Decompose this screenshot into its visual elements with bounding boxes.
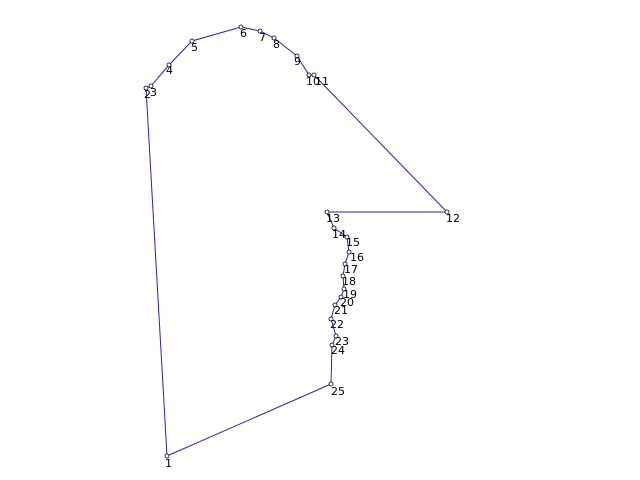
vertex-marker (189, 38, 195, 44)
vertex-marker (332, 302, 338, 308)
vertex-marker (331, 225, 337, 231)
vertex-marker (341, 286, 347, 292)
vertex-marker (311, 72, 317, 78)
vertex-label: 3 (150, 86, 157, 99)
vertex-label: 1 (165, 457, 172, 470)
vertex-marker (328, 381, 334, 387)
vertex-marker (257, 28, 263, 34)
vertex-label: 2 (144, 88, 151, 101)
vertex-label: 8 (273, 38, 280, 51)
polygon-outline (145, 26, 449, 457)
vertex-label: 6 (240, 27, 247, 40)
vertex-marker (344, 234, 350, 240)
vertex-label: 17 (344, 263, 358, 276)
vertex-marker (340, 273, 346, 279)
vertex-marker (329, 342, 335, 348)
vertex-marker (148, 83, 154, 89)
vertex-label: 19 (343, 288, 357, 301)
vertex-label: 15 (346, 236, 360, 249)
vertex-label: 5 (191, 41, 198, 54)
vertex-marker (271, 35, 277, 41)
vertex-label: 13 (326, 212, 340, 225)
vertex-label: 18 (342, 275, 356, 288)
vertex-marker (306, 72, 312, 78)
vertex-label: 21 (334, 304, 348, 317)
vertex-label: 23 (335, 335, 349, 348)
vertex-marker (324, 209, 330, 215)
vertex-marker (333, 333, 339, 339)
vertex-marker (342, 261, 348, 267)
vertex-marker (164, 453, 170, 459)
vertex-label: 11 (315, 75, 329, 88)
vertex-marker (444, 209, 450, 215)
vertex-marker (346, 249, 352, 255)
vertex-label: 20 (340, 296, 354, 309)
vertex-label: 10 (306, 75, 320, 88)
vertex-label: 12 (446, 212, 460, 225)
vertex-label: 4 (166, 64, 173, 77)
vertex-label: 24 (331, 344, 345, 357)
vertex-marker (338, 294, 344, 300)
vertex-marker (166, 62, 172, 68)
vertex-label: 9 (294, 55, 301, 68)
polygon-edges (145, 26, 449, 457)
vertex-label: 7 (259, 31, 266, 44)
vertex-marker (143, 85, 149, 91)
vertex-marker (328, 316, 334, 322)
vertex-marker (238, 24, 244, 30)
vertex-marker (294, 53, 300, 59)
vertex-label: 14 (332, 228, 346, 241)
vertex-label: 22 (330, 318, 344, 331)
vertex-label: 25 (331, 385, 345, 398)
vertex-label: 16 (350, 251, 364, 264)
polygon-vertices (143, 24, 450, 459)
